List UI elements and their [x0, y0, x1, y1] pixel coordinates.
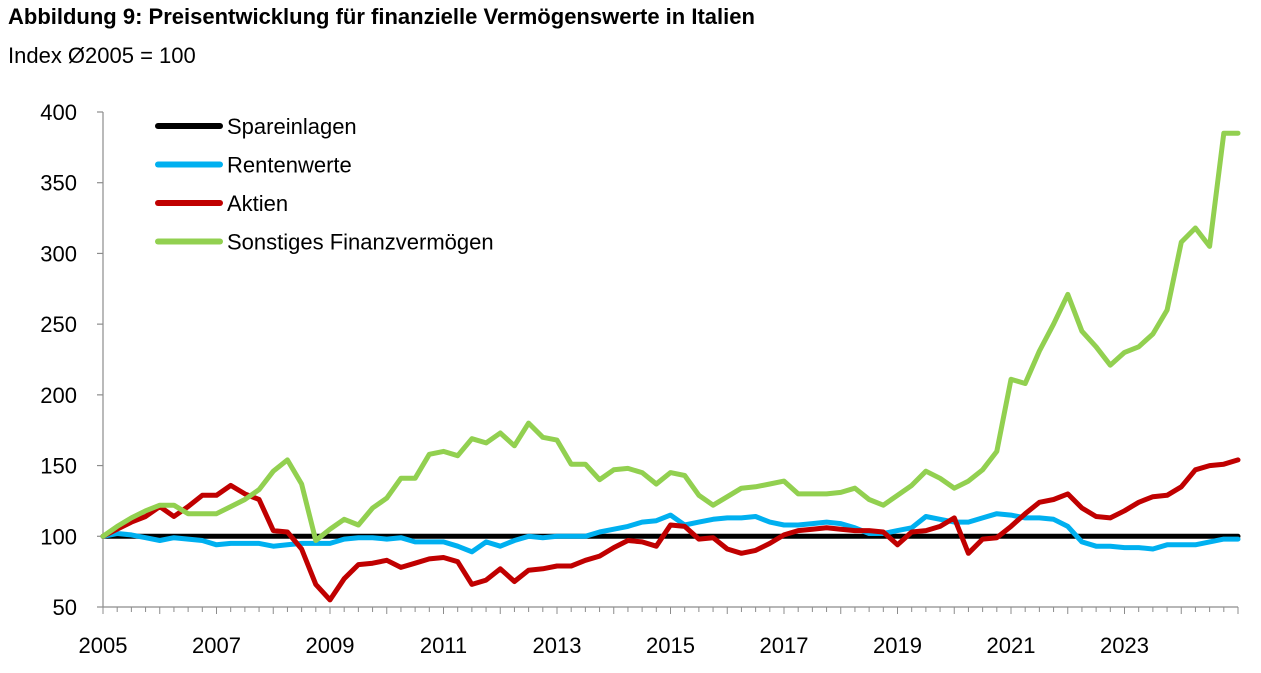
legend-label-spareinlagen: Spareinlagen — [227, 114, 357, 139]
y-tick-label: 350 — [40, 171, 77, 196]
x-tick-label: 2017 — [760, 633, 809, 658]
x-tick-label: 2007 — [192, 633, 241, 658]
series-line-aktien — [100, 457, 1241, 603]
legend-label-aktien: Aktien — [227, 191, 288, 216]
y-tick-label: 250 — [40, 312, 77, 337]
x-tick-label: 2021 — [987, 633, 1036, 658]
series-layer — [100, 130, 1241, 603]
chart-subtitle: Index Ø2005 = 100 — [8, 43, 196, 68]
y-tick-label: 100 — [40, 524, 77, 549]
y-tick-label: 150 — [40, 454, 77, 479]
x-tick-label: 2013 — [533, 633, 582, 658]
x-tick-label: 2019 — [873, 633, 922, 658]
series-line-rentenwerte — [100, 511, 1241, 555]
series-line-sonstiges-finanzverm-gen — [100, 130, 1241, 543]
y-tick-label: 50 — [53, 595, 77, 620]
legend-label-sonstiges-finanzverm-gen: Sonstiges Finanzvermögen — [227, 230, 494, 255]
x-tick-label: 2009 — [306, 633, 355, 658]
x-tick-label: 2011 — [420, 633, 467, 658]
x-tick-label: 2005 — [79, 633, 128, 658]
x-tick-label: 2023 — [1100, 633, 1149, 658]
legend: Spareinlagen Rentenwerte Aktien Sonstiges F… — [155, 114, 494, 255]
chart-title: Abbildung 9: Preisentwicklung für finanz… — [8, 4, 755, 29]
y-tick-label: 400 — [40, 100, 77, 125]
y-tick-label: 300 — [40, 241, 77, 266]
legend-label-rentenwerte: Rentenwerte — [227, 153, 352, 178]
axes: 50 100 150 200 250 300 350 400 2005 2007 2009 2011 2… — [40, 100, 1239, 658]
y-tick-label: 200 — [40, 383, 77, 408]
x-tick-label: 2015 — [646, 633, 695, 658]
